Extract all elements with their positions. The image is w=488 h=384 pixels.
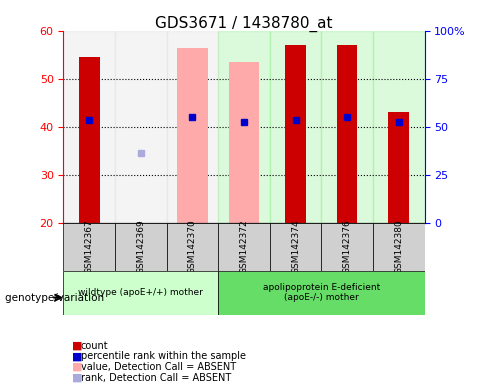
Text: ■: ■ xyxy=(72,341,82,351)
FancyBboxPatch shape xyxy=(218,271,425,315)
Bar xyxy=(270,31,322,223)
Bar xyxy=(115,31,166,223)
Bar xyxy=(228,62,260,223)
Text: rank, Detection Call = ABSENT: rank, Detection Call = ABSENT xyxy=(81,373,231,383)
Text: GSM142376: GSM142376 xyxy=(343,219,352,274)
FancyBboxPatch shape xyxy=(322,223,373,271)
FancyBboxPatch shape xyxy=(63,223,115,271)
FancyBboxPatch shape xyxy=(166,223,218,271)
Text: count: count xyxy=(81,341,108,351)
Text: GSM142367: GSM142367 xyxy=(85,219,94,274)
Text: ■: ■ xyxy=(72,351,82,361)
Text: ■: ■ xyxy=(72,373,82,383)
Bar xyxy=(177,48,208,223)
Bar xyxy=(373,31,425,223)
Bar xyxy=(337,45,358,223)
Bar xyxy=(285,45,306,223)
Bar xyxy=(166,31,218,223)
Bar xyxy=(79,57,100,223)
FancyBboxPatch shape xyxy=(270,223,322,271)
Text: GSM142374: GSM142374 xyxy=(291,219,300,274)
Bar xyxy=(388,112,409,223)
Bar xyxy=(322,31,373,223)
Bar xyxy=(218,31,270,223)
Text: GDS3671 / 1438780_at: GDS3671 / 1438780_at xyxy=(155,15,333,31)
Text: ■: ■ xyxy=(72,362,82,372)
Text: wildtype (apoE+/+) mother: wildtype (apoE+/+) mother xyxy=(79,288,203,297)
FancyBboxPatch shape xyxy=(373,223,425,271)
FancyBboxPatch shape xyxy=(218,223,270,271)
Text: GSM142372: GSM142372 xyxy=(240,219,248,274)
Text: apolipoprotein E-deficient
(apoE-/-) mother: apolipoprotein E-deficient (apoE-/-) mot… xyxy=(263,283,380,303)
Text: percentile rank within the sample: percentile rank within the sample xyxy=(81,351,245,361)
Bar xyxy=(63,31,115,223)
Text: GSM142380: GSM142380 xyxy=(394,219,403,274)
Text: GSM142370: GSM142370 xyxy=(188,219,197,274)
Text: value, Detection Call = ABSENT: value, Detection Call = ABSENT xyxy=(81,362,236,372)
Text: genotype/variation: genotype/variation xyxy=(5,293,107,303)
Text: GSM142369: GSM142369 xyxy=(136,219,145,274)
FancyBboxPatch shape xyxy=(63,271,218,315)
FancyBboxPatch shape xyxy=(115,223,166,271)
